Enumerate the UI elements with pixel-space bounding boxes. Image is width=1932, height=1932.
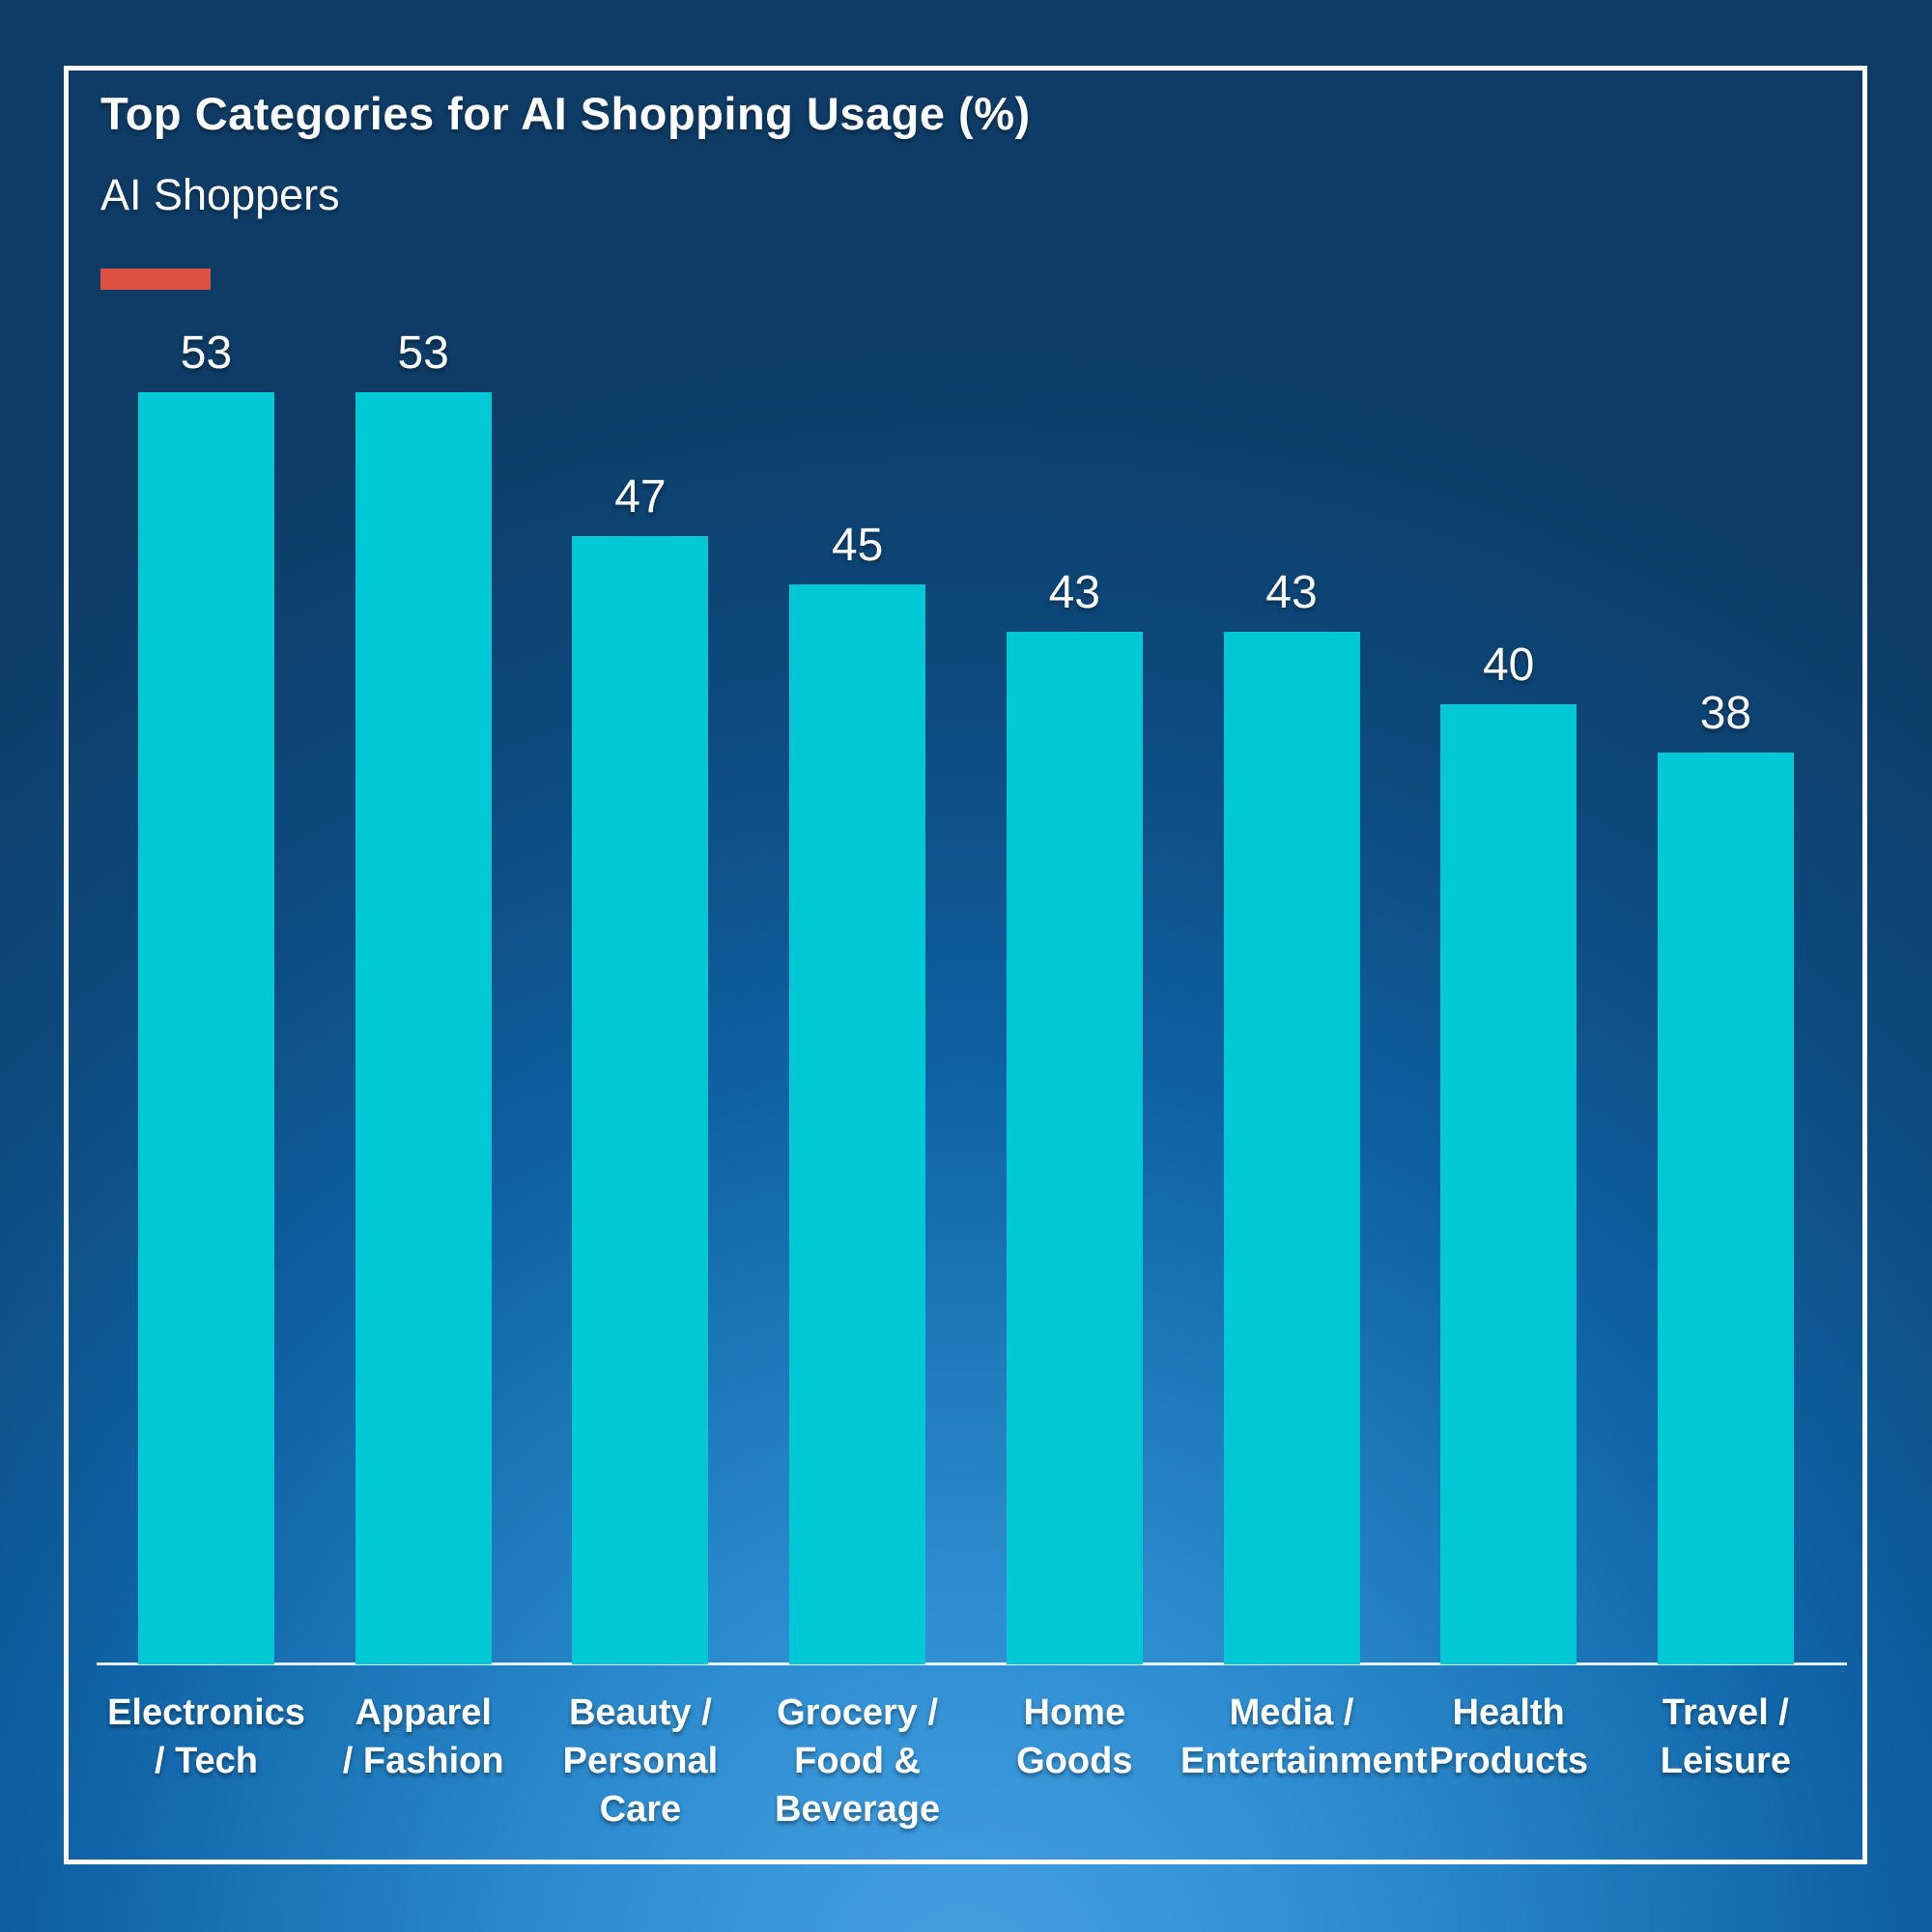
category-label-travel-leisure: Travel / Leisure xyxy=(1614,1689,1836,1785)
bar-apparel-fashion xyxy=(355,392,492,1664)
category-label-line: Home xyxy=(1023,1692,1126,1733)
bar-value-label-beauty-personal-care: 47 xyxy=(614,471,667,523)
category-label-line: / Fashion xyxy=(342,1741,504,1781)
category-label-line: Grocery / xyxy=(777,1692,939,1733)
bar-beauty-personal-care xyxy=(572,536,709,1664)
bar-value-label-health-products: 40 xyxy=(1482,639,1535,691)
category-label-apparel-fashion: Apparel / Fashion xyxy=(312,1689,534,1785)
category-label-line: Health xyxy=(1452,1692,1565,1733)
category-label-line: Beverage xyxy=(775,1789,941,1830)
bar-electronics-tech xyxy=(138,392,274,1664)
category-label-grocery-food-and-beverage: Grocery / Food & Beverage xyxy=(747,1689,969,1833)
category-label-line: Travel / xyxy=(1662,1692,1789,1733)
chart-subtitle: AI Shoppers xyxy=(100,170,340,219)
category-label-line: Personal xyxy=(562,1741,719,1781)
bar-value-label-grocery-food-and-beverage: 45 xyxy=(831,520,884,571)
category-label-line: Care xyxy=(599,1789,682,1830)
x-axis-line xyxy=(97,1662,1847,1665)
bar-health-products xyxy=(1440,704,1577,1664)
bar-media-entertainment xyxy=(1223,632,1360,1664)
category-label-line: Media / xyxy=(1229,1692,1354,1733)
bar-value-label-electronics-tech: 53 xyxy=(180,327,233,379)
bar-value-label-travel-leisure: 38 xyxy=(1699,688,1752,739)
category-label-line: Products xyxy=(1429,1741,1589,1781)
category-label-line: Beauty / xyxy=(568,1692,712,1733)
bar-value-label-apparel-fashion: 53 xyxy=(397,327,449,379)
category-label-line: Apparel xyxy=(355,1692,492,1733)
category-label-line: / Tech xyxy=(155,1741,258,1781)
category-label-media-entertainment: Media / Entertainment xyxy=(1180,1689,1428,1785)
category-label-home-goods: Home Goods xyxy=(963,1689,1185,1785)
category-label-beauty-personal-care: Beauty / Personal Care xyxy=(529,1689,752,1833)
category-label-electronics-tech: Electronics / Tech xyxy=(96,1689,318,1785)
category-label-line: Electronics xyxy=(107,1692,305,1733)
category-label-line: Entertainment xyxy=(1180,1741,1428,1781)
bar-travel-leisure xyxy=(1657,753,1794,1664)
category-label-line: Goods xyxy=(1016,1741,1133,1781)
bar-grocery-food-and-beverage xyxy=(789,584,926,1664)
bar-value-label-media-entertainment: 43 xyxy=(1265,567,1318,618)
category-label-line: Food & xyxy=(794,1741,922,1781)
category-label-health-products: Health Products xyxy=(1398,1689,1620,1785)
accent-underline xyxy=(100,269,211,290)
chart-title: Top Categories for AI Shopping Usage (%) xyxy=(100,88,1031,139)
bar-value-label-home-goods: 43 xyxy=(1048,567,1100,618)
category-label-line: Leisure xyxy=(1660,1741,1791,1781)
bar-home-goods xyxy=(1006,632,1143,1664)
